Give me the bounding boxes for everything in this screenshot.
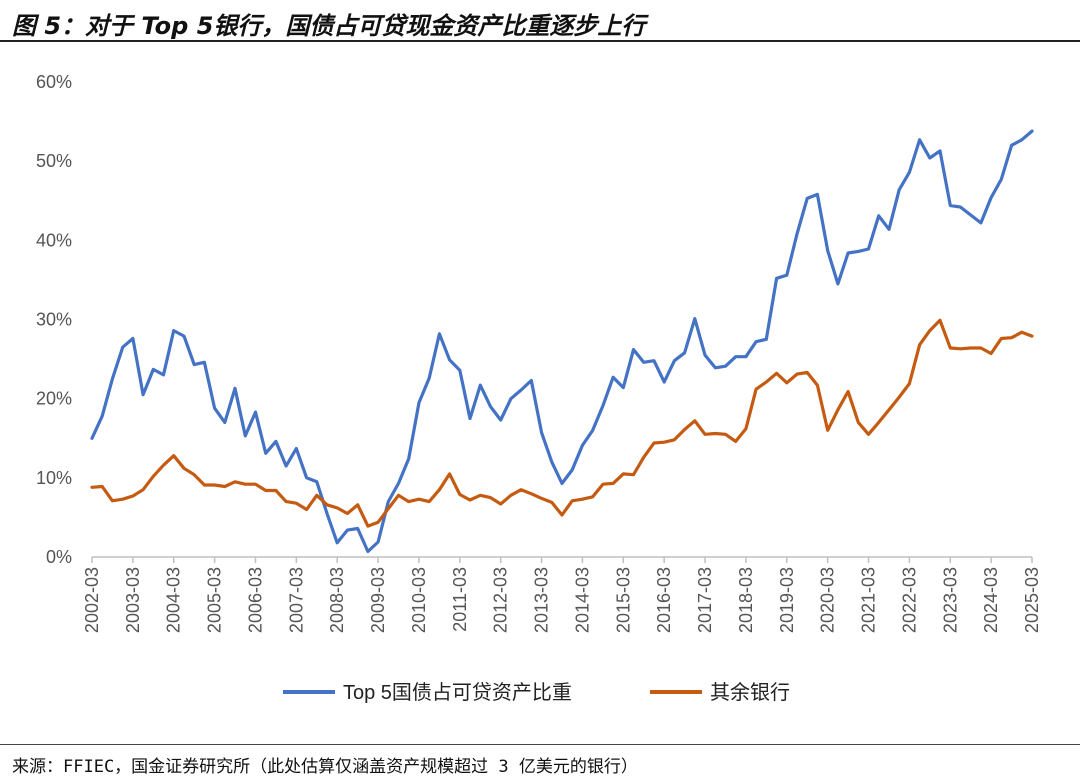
x-tick-label: 2014-03 (572, 567, 592, 633)
y-tick-label: 30% (36, 310, 72, 330)
x-tick-label: 2025-03 (1022, 567, 1042, 633)
legend-label-top5: Top 5国债占可贷资产比重 (343, 681, 572, 704)
series-lines (90, 129, 1034, 554)
y-axis-ticks: 0% 10% 20% 30% 40% 50% 60% (36, 72, 72, 567)
x-tick-label: 2006-03 (245, 567, 265, 633)
x-tick-label: 2002-03 (82, 567, 102, 633)
legend-label-others: 其余银行 (710, 681, 790, 704)
y-tick-label: 50% (36, 151, 72, 171)
x-tick-label: 2012-03 (491, 567, 511, 633)
figure-title: 图 5：对于 Top 5银行，国债占可贷现金资产比重逐步上行 (12, 12, 646, 40)
y-tick-label: 10% (36, 468, 72, 488)
x-tick-label: 2018-03 (736, 567, 756, 633)
series-line-top5 (90, 129, 1034, 554)
x-tick-label: 2023-03 (940, 567, 960, 633)
legend: Top 5国债占可贷资产比重 其余银行 (283, 681, 790, 704)
x-tick-label: 2019-03 (777, 567, 797, 633)
x-tick-label: 2020-03 (818, 567, 838, 633)
y-tick-label: 60% (36, 72, 72, 92)
x-tick-label: 2022-03 (899, 567, 919, 633)
top-rule (0, 40, 1080, 42)
source-note: 来源：FFIEC，国金证券研究所（此处估算仅涵盖资产规模超过 3 亿美元的银行） (12, 757, 638, 777)
x-tick-label: 2021-03 (859, 567, 879, 633)
x-tick-label: 2008-03 (327, 567, 347, 633)
x-axis-ticks: 2002-03 2003-03 2004-03 2005-03 2006-03 2007-… (82, 557, 1042, 633)
x-tick-label: 2004-03 (164, 567, 184, 633)
y-tick-label: 20% (36, 389, 72, 409)
y-tick-label: 40% (36, 230, 72, 250)
x-tick-label: 2007-03 (286, 567, 306, 633)
x-tick-label: 2011-03 (450, 567, 470, 632)
x-tick-label: 2003-03 (123, 567, 143, 633)
x-tick-label: 2005-03 (205, 567, 225, 633)
x-tick-label: 2016-03 (654, 567, 674, 633)
x-tick-label: 2024-03 (981, 567, 1001, 633)
x-tick-label: 2017-03 (695, 567, 715, 633)
x-tick-label: 2009-03 (368, 567, 388, 633)
bottom-rule (0, 744, 1080, 745)
x-tick-label: 2015-03 (613, 567, 633, 633)
x-tick-label: 2010-03 (409, 567, 429, 633)
x-tick-label: 2013-03 (532, 567, 552, 633)
line-chart: 0% 10% 20% 30% 40% 50% 60% 2002-03 2003-03 2004-… (36, 72, 1042, 704)
series-line-others (90, 318, 1034, 528)
y-tick-label: 0% (46, 547, 72, 567)
